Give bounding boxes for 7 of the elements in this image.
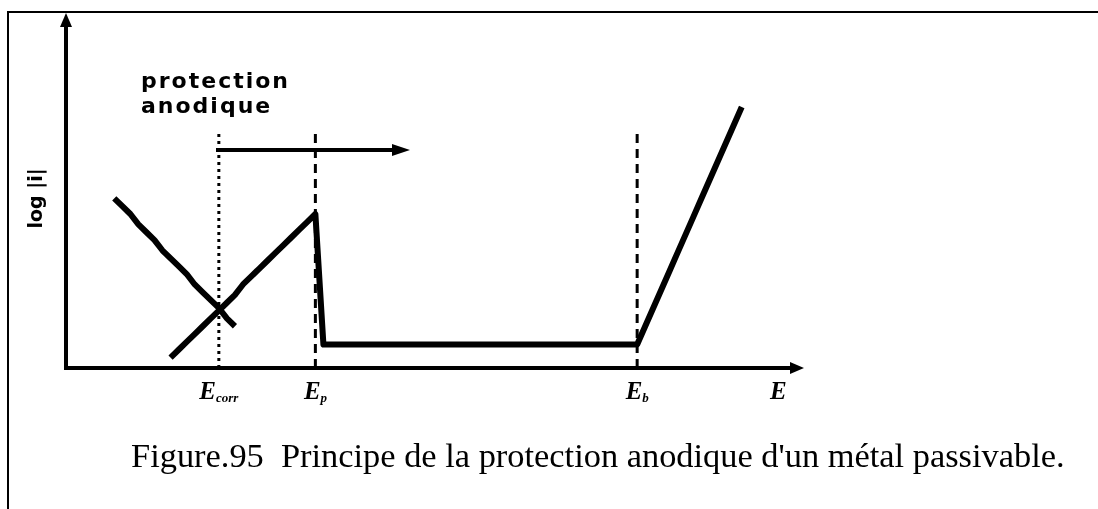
annotation: protection anodique — [141, 68, 291, 118]
x-tick-label: E$_{p}$ — [303, 377, 328, 405]
y-axis-title: log |i| — [23, 167, 46, 229]
x-tick-label: E$_{corr}$ — [199, 377, 239, 405]
x-axis-title: E — [770, 377, 787, 404]
x-tick-label: E$_{b}$ — [625, 377, 649, 405]
text: Figure.95 Principe de la protection anodique d'un métal passivable. — [131, 436, 1065, 474]
